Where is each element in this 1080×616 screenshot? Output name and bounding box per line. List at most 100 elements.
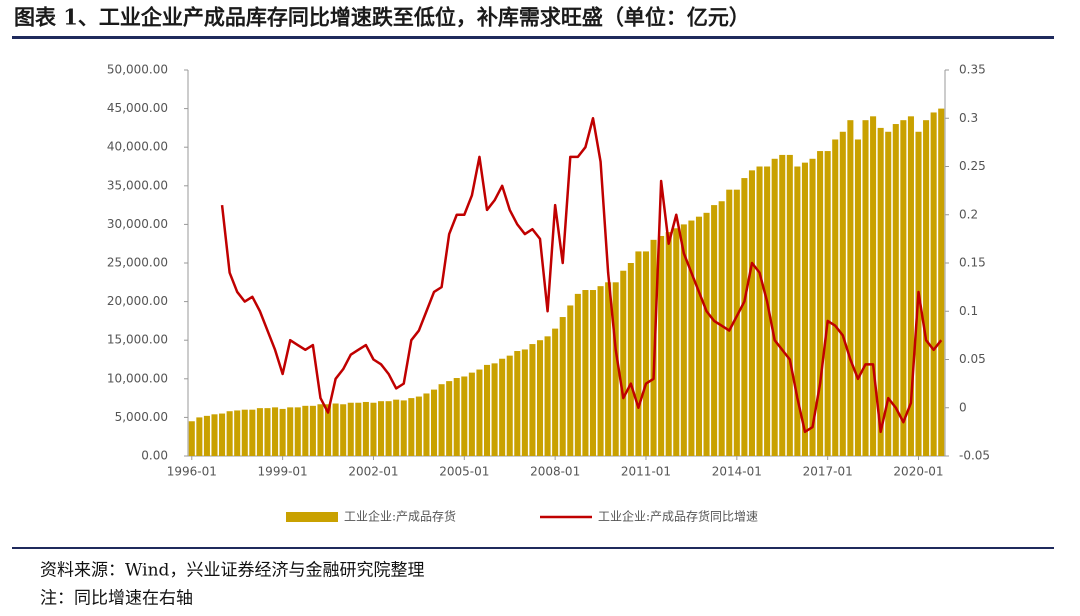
- bar: [294, 407, 301, 456]
- bar: [695, 216, 703, 456]
- bar: [446, 381, 453, 456]
- y-tick-label: 50,000.00: [107, 63, 168, 77]
- bar: [726, 189, 733, 456]
- bar: [483, 364, 491, 456]
- x-tick-label: 2002-01: [348, 465, 398, 479]
- bar: [491, 363, 498, 456]
- y-tick-label: 30,000.00: [107, 217, 168, 231]
- y2-tick-label: 0.2: [959, 207, 978, 221]
- bar: [877, 127, 884, 457]
- y2-tick-label: 0.05: [959, 352, 986, 366]
- bar: [302, 405, 309, 456]
- bar: [226, 411, 233, 456]
- chart-title: 图表 1、工业企业产成品库存同比增速跌至低位，补库需求旺盛（单位：亿元）: [14, 5, 750, 30]
- bar: [665, 232, 672, 456]
- bar: [438, 384, 445, 456]
- bar: [574, 293, 581, 456]
- bar: [764, 166, 771, 456]
- bar: [870, 116, 877, 456]
- y-tick-label: 20,000.00: [107, 294, 168, 308]
- bar: [794, 166, 801, 456]
- bar: [203, 415, 210, 456]
- bar: [673, 228, 680, 456]
- y-tick-label: 10,000.00: [107, 371, 168, 385]
- bar: [771, 158, 778, 456]
- bar: [582, 290, 589, 456]
- bar: [923, 120, 930, 457]
- bar: [393, 399, 400, 456]
- y-tick-label: 35,000.00: [107, 178, 168, 192]
- bar: [408, 398, 415, 456]
- bar: [256, 408, 263, 456]
- y2-tick-label: 0.3: [959, 111, 978, 125]
- bar: [309, 405, 316, 456]
- bar: [211, 414, 218, 456]
- bar: [786, 154, 793, 457]
- x-tick-label: 2005-01: [439, 465, 489, 479]
- x-tick-label: 1996-01: [167, 465, 217, 479]
- bar: [756, 166, 763, 456]
- bar: [219, 413, 226, 456]
- bar: [423, 393, 430, 456]
- bar: [900, 120, 907, 457]
- bar: [779, 154, 786, 457]
- bar: [317, 404, 324, 456]
- bar: [430, 389, 438, 456]
- source-note: 资料来源：Wind，兴业证券经济与金融研究院整理: [40, 561, 424, 581]
- bar: [476, 369, 483, 456]
- y-tick-label: 5,000.00: [115, 410, 168, 424]
- bar: [234, 410, 241, 456]
- bar: [506, 355, 513, 456]
- bar: [907, 116, 914, 456]
- bar: [332, 403, 339, 456]
- bar: [415, 396, 422, 456]
- bar: [597, 286, 604, 456]
- bar: [854, 139, 861, 457]
- y2-tick-label: 0.25: [959, 159, 986, 173]
- bar: [453, 378, 460, 456]
- line: [220, 117, 943, 434]
- x-tick-label: 2017-01: [803, 465, 853, 479]
- y-tick-label: 0.00: [141, 449, 168, 463]
- bar: [733, 189, 740, 456]
- bar: [188, 421, 195, 456]
- bar: [703, 212, 710, 456]
- bar: [748, 170, 755, 457]
- bar: [847, 120, 854, 457]
- bar: [529, 344, 536, 456]
- bar: [711, 205, 718, 456]
- bar: [589, 290, 597, 456]
- bar: [468, 372, 475, 456]
- bar: [680, 224, 687, 456]
- bar: [196, 417, 203, 456]
- x-tick-label: 2014-01: [712, 465, 762, 479]
- bar: [817, 151, 824, 456]
- bar: [378, 401, 385, 456]
- bar: [862, 120, 869, 457]
- bar: [658, 235, 665, 456]
- bar: [325, 404, 332, 456]
- bar: [514, 351, 521, 456]
- bar: [249, 409, 256, 456]
- axis-note: 注：同比增速在右轴: [40, 589, 193, 609]
- bar: [400, 400, 407, 456]
- bar: [544, 336, 551, 456]
- bar: [635, 251, 642, 456]
- bar: [801, 162, 808, 456]
- bar: [567, 305, 574, 456]
- bar: [612, 282, 619, 456]
- bar: [642, 251, 650, 456]
- top-rule: [12, 36, 1054, 39]
- bar: [809, 158, 816, 456]
- bar: [355, 402, 362, 456]
- bar: [362, 401, 369, 456]
- bottom-rule: [12, 547, 1054, 549]
- bar: [461, 376, 468, 456]
- legend-label: 工业企业:产成品存货同比增速: [598, 509, 758, 524]
- bar: [521, 349, 528, 456]
- bar: [340, 404, 347, 456]
- bar: [930, 112, 937, 457]
- bar: [605, 282, 612, 456]
- bar: [499, 358, 506, 456]
